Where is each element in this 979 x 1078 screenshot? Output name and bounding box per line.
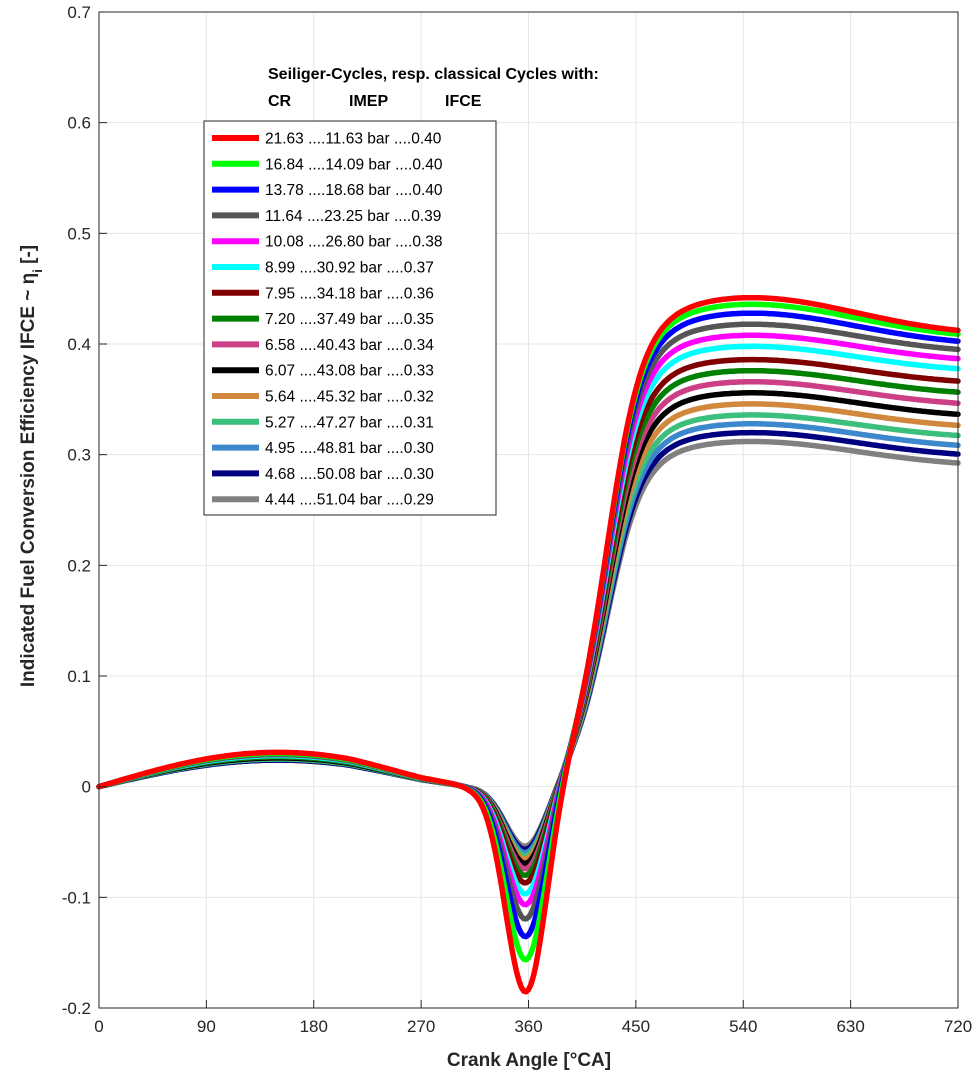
legend-label: 6.07 ....43.08 bar ....0.33 xyxy=(265,363,434,380)
x-tick-label: 0 xyxy=(94,1017,103,1036)
legend-col-imep: IMEP xyxy=(349,93,388,110)
y-tick-label: 0.5 xyxy=(67,224,91,243)
legend-label: 5.27 ....47.27 bar ....0.31 xyxy=(265,414,434,431)
series-lines xyxy=(96,294,961,995)
x-tick-label: 360 xyxy=(514,1017,542,1036)
y-axis-label-sub: i xyxy=(30,269,45,273)
legend-col-cr: CR xyxy=(268,93,292,110)
y-axis-label: Indicated Fuel Conversion Efficiency IFC… xyxy=(18,245,45,687)
y-tick-label: 0.2 xyxy=(67,556,91,575)
x-tick-label: 180 xyxy=(300,1017,328,1036)
y-tick-label: 0.4 xyxy=(67,335,91,354)
y-tick-label: -0.1 xyxy=(62,888,91,907)
legend-label: 5.64 ....45.32 bar ....0.32 xyxy=(265,389,434,406)
legend-col-ifce: IFCE xyxy=(445,93,482,110)
x-tick-label: 720 xyxy=(944,1017,972,1036)
legend-label: 21.63 ....11.63 bar ....0.40 xyxy=(265,131,442,148)
legend-label: 7.20 ....37.49 bar ....0.35 xyxy=(265,311,434,328)
legend-label: 16.84 ....14.09 bar ....0.40 xyxy=(265,156,443,173)
x-tick-label: 540 xyxy=(729,1017,757,1036)
x-axis-label: Crank Angle [°CA] xyxy=(447,1050,611,1071)
y-axis-label-main: Indicated Fuel Conversion Efficiency IFC… xyxy=(18,273,39,687)
legend-label: 6.58 ....40.43 bar ....0.34 xyxy=(265,337,434,354)
y-tick-label: -0.2 xyxy=(62,999,91,1018)
legend-label: 11.64 ....23.25 bar ....0.39 xyxy=(265,208,441,225)
y-tick-label: 0 xyxy=(82,778,91,797)
legend-label: 4.95 ....48.81 bar ....0.30 xyxy=(265,440,434,457)
y-tick-label: 0.6 xyxy=(67,114,91,133)
legend-label: 8.99 ....30.92 bar ....0.37 xyxy=(265,260,434,277)
y-tick-label: 0.7 xyxy=(67,3,91,22)
legend-label: 4.68 ....50.08 bar ....0.30 xyxy=(265,466,434,483)
legend-label: 4.44 ....51.04 bar ....0.29 xyxy=(265,492,434,509)
y-tick-label: 0.1 xyxy=(67,667,91,686)
legend-label: 7.95 ....34.18 bar ....0.36 xyxy=(265,285,434,302)
legend-label: 10.08 ....26.80 bar ....0.38 xyxy=(265,234,443,251)
tick-labels: 0 90 180 270 360 450 540 630 720 -0.2 -0.1 0 0.1 0.2 0… xyxy=(62,3,972,1036)
series-line xyxy=(96,294,961,995)
legend-entries: 21.63 ....11.63 bar ....0.40 16.84 ....14… xyxy=(212,131,443,509)
legend-title: Seiliger-Cycles, resp. classical Cycles … xyxy=(268,66,599,83)
legend-label: 13.78 ....18.68 bar ....0.40 xyxy=(265,182,443,199)
y-tick-label: 0.3 xyxy=(67,446,91,465)
y-axis-label-tail: [-] xyxy=(18,245,39,269)
x-tick-label: 630 xyxy=(836,1017,864,1036)
x-tick-label: 270 xyxy=(407,1017,435,1036)
x-tick-label: 90 xyxy=(197,1017,216,1036)
x-tick-label: 450 xyxy=(622,1017,650,1036)
